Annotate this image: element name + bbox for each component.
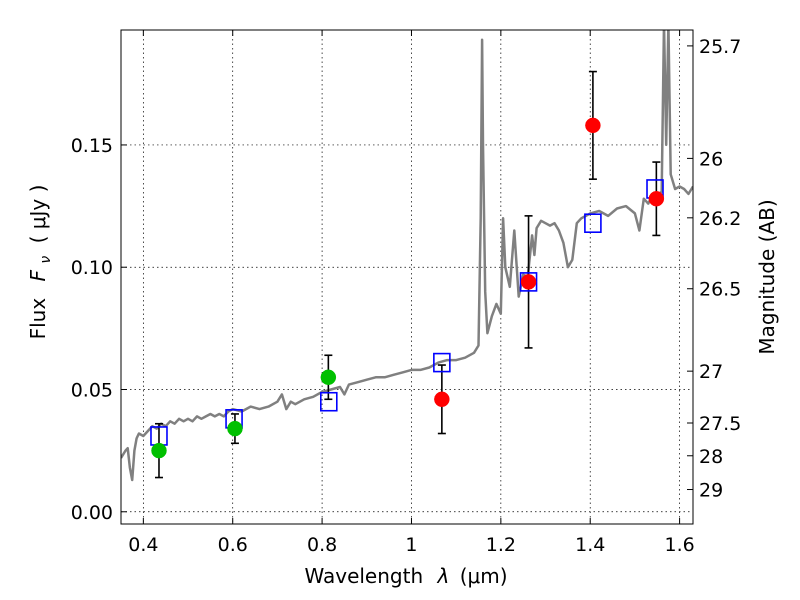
tick-marks <box>121 30 693 524</box>
errorbar-layer <box>154 70 661 479</box>
optical-point <box>320 369 337 386</box>
nir-point <box>585 117 601 134</box>
optical-point <box>227 420 243 437</box>
y-axis-label-unit: ( μJy ) <box>26 185 50 244</box>
model-square-marker <box>584 213 602 233</box>
tick-labels: 0.4 0.6 0.8 1 1.2 1.4 1.6 0.00 0.05 0.10 0.15 25.7 2… <box>71 36 742 556</box>
nir-point <box>520 274 537 290</box>
x-tick-label: 1 <box>405 534 417 556</box>
x-tick-label: 0.8 <box>307 534 337 556</box>
y2-tick-label: 26.5 <box>699 279 741 301</box>
optical-point <box>151 442 167 459</box>
model-square-marker <box>433 352 451 373</box>
x-axis-label-unit: (μm) <box>460 564 508 588</box>
y-tick-label: 0.15 <box>71 135 113 157</box>
y-tick-label: 0.10 <box>71 257 113 279</box>
model-square-marker <box>519 272 538 292</box>
x-tick-label: 1.2 <box>486 534 516 556</box>
y-axis-label: Flux F ν ( μJy ) <box>26 185 55 340</box>
y-axis-label-symbol: F <box>26 269 50 281</box>
y-axis-label-text: Flux <box>26 298 50 340</box>
y2-tick-label: 29 <box>699 480 723 502</box>
y2-tick-label: 27.5 <box>699 413 741 435</box>
y2-tick-label: 28 <box>699 446 723 468</box>
y-axis-label-subscript: ν <box>38 256 54 264</box>
x-axis-label-text: Wavelength <box>304 564 423 588</box>
y2-tick-label: 26 <box>699 148 723 170</box>
marker-layer <box>150 117 665 459</box>
y2-tick-label: 26.2 <box>699 208 741 230</box>
y2-tick-label: 27 <box>699 361 723 383</box>
spectrum-line <box>121 30 693 482</box>
x-tick-label: 1.6 <box>664 534 694 556</box>
y2-axis-label: Magnitude (AB) <box>755 199 779 354</box>
x-tick-label: 0.6 <box>218 534 248 556</box>
grid-lines <box>121 30 693 524</box>
y-tick-label: 0.00 <box>71 502 113 524</box>
x-axis-label: Wavelength λ (μm) <box>304 564 507 588</box>
spectrum-layer <box>121 30 693 482</box>
y2-tick-label: 25.7 <box>699 36 741 58</box>
plot-frame <box>120 29 694 525</box>
nir-point <box>434 391 450 408</box>
x-axis-label-symbol: λ <box>437 564 450 588</box>
model-square-marker <box>319 391 338 412</box>
x-tick-label: 0.4 <box>128 534 158 556</box>
y-tick-label: 0.05 <box>71 379 113 401</box>
x-tick-label: 1.4 <box>575 534 605 556</box>
nir-point <box>648 190 665 207</box>
